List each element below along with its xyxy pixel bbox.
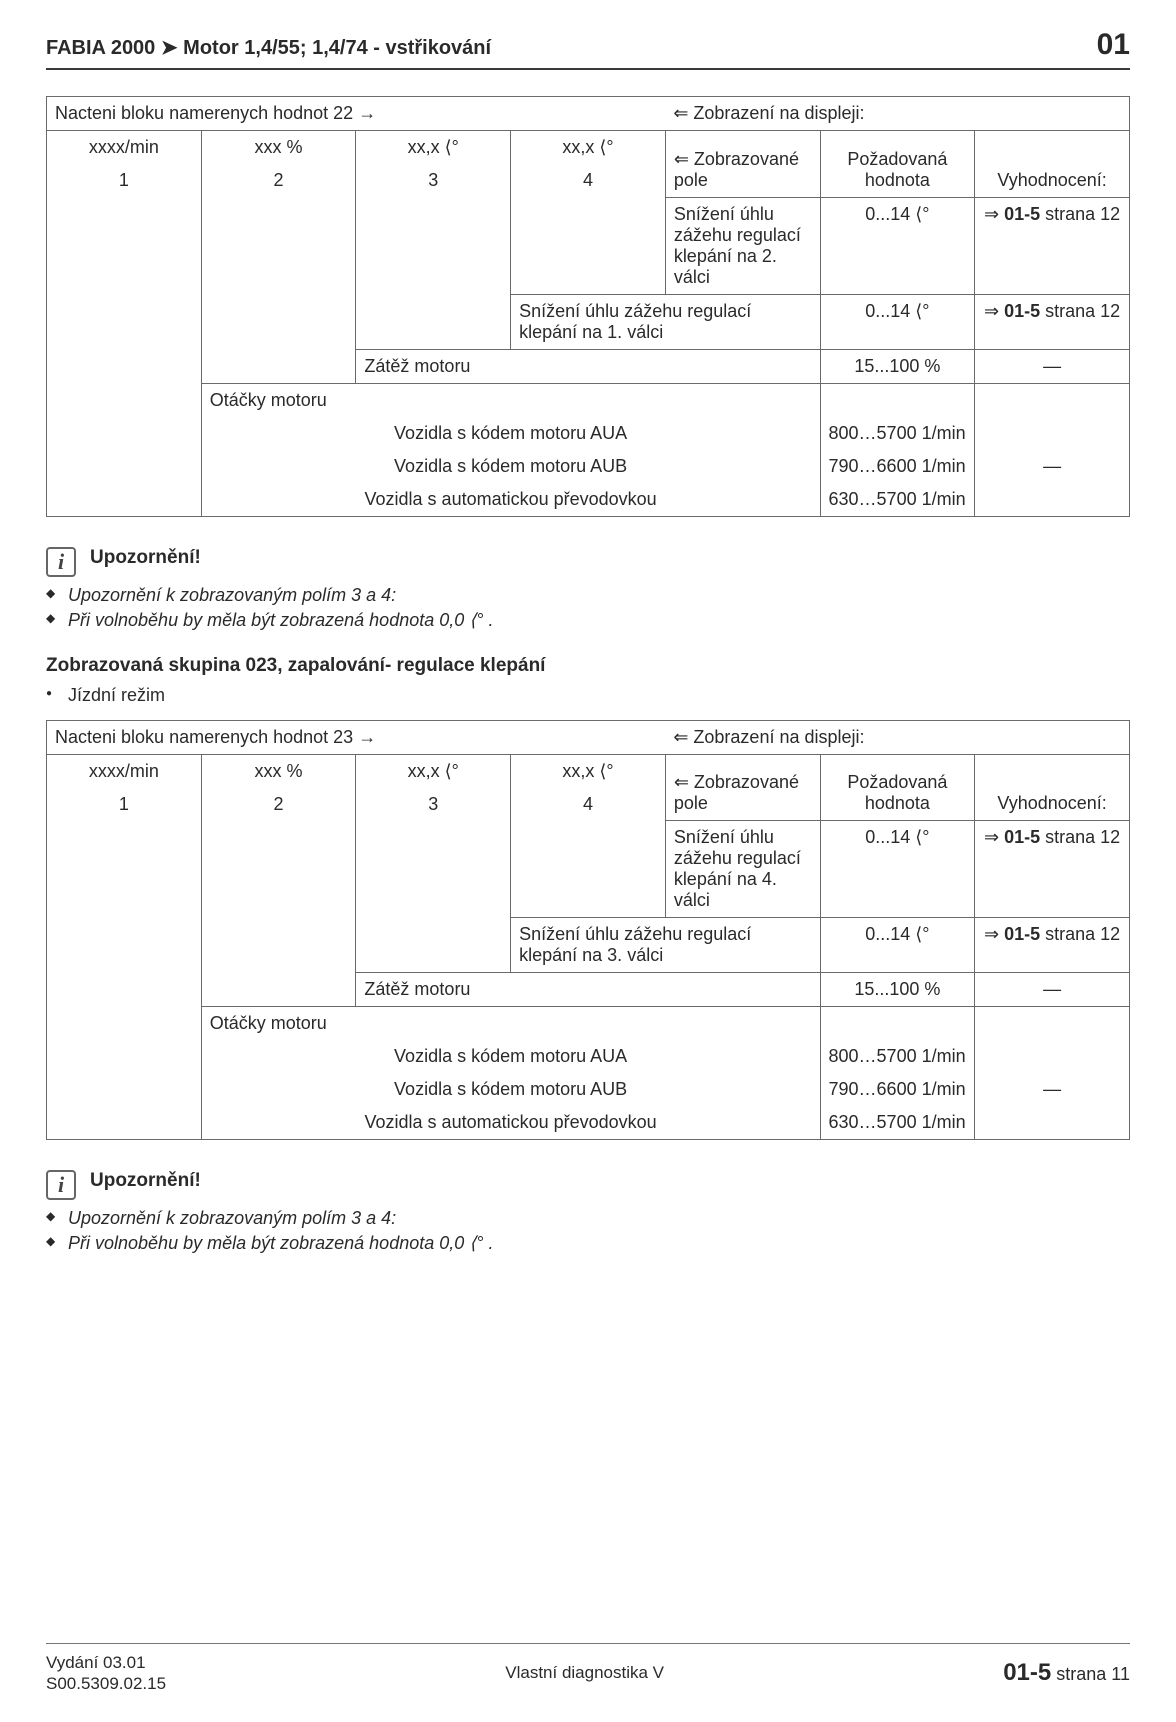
note-item-1: Upozornění k zobrazovaným polím 3 a 4: [46, 585, 1130, 606]
row-cyl4-val: 0...14 ⟨° [820, 821, 975, 918]
row-cyl3-ref-bold: 01-5 [1004, 924, 1040, 944]
col-hdr-field: Zobrazované pole [674, 149, 799, 190]
row-aua-desc: Vozidla s kódem motoru AUA [201, 417, 820, 450]
num-col-1: 1 [47, 164, 202, 197]
row-cyl2-ref-bold: 01-5 [1004, 204, 1040, 224]
unit-col-2: xxx % [201, 131, 356, 165]
row-cyl1-desc-text: Snížení úhlu zážehu regulací klepání na … [519, 301, 751, 342]
footer-page: strana 11 [1056, 1664, 1130, 1684]
row-cyl1-ref-bold: 01-5 [1004, 301, 1040, 321]
num-col-3: 3 [356, 164, 511, 197]
section-number: 01 [1097, 28, 1130, 62]
footer-edition: Vydání 03.01 [46, 1652, 166, 1673]
block-title-22: Nacteni bloku namerenych hodnot 22 [55, 103, 376, 123]
num-col-3b: 3 [356, 788, 511, 821]
num-col-4b: 4 [511, 788, 666, 821]
unit-col-1b: xxxx/min [47, 754, 202, 788]
row-aub-desc-b: Vozidla s kódem motoru AUB [201, 1073, 820, 1106]
unit-col-4b: xx,x ⟨° [511, 754, 666, 788]
row-rpm-label: Otáčky motoru [201, 383, 820, 417]
row-auto-desc: Vozidla s automatickou převodovkou [201, 483, 820, 517]
unit-col-2b: xxx % [201, 754, 356, 788]
row-load-eval-b: — [975, 973, 1130, 1007]
row-cyl2-desc: Snížení úhlu záže­hu regulací klepání na… [665, 197, 820, 294]
diag-table-22: Nacteni bloku namerenych hodnot 22 Zobra… [46, 96, 1130, 517]
unit-col-4: xx,x ⟨° [511, 131, 666, 165]
row-rpm-label-b: Otáčky motoru [201, 1007, 820, 1041]
col-hdr-req: Požadovaná hodnota [847, 149, 947, 190]
row-cyl4-ref: strana 12 [1045, 827, 1120, 847]
diag-table-23: Nacteni bloku namerenych hodnot 23 Zobra… [46, 720, 1130, 1141]
group-023-mode-list: Jízdní režim [46, 685, 1130, 706]
row-load-desc-b: Zátěž motoru [356, 973, 820, 1007]
num-col-2b: 2 [201, 788, 356, 821]
row-cyl2-val: 0...14 ⟨° [820, 197, 975, 294]
row-cyl4-desc: Snížení úhlu zážehu regulací klepání na … [665, 821, 820, 918]
unit-col-3b: xx,x ⟨° [356, 754, 511, 788]
unit-col-3: xx,x ⟨° [356, 131, 511, 165]
note-list-1: Upozornění k zobrazovaným polím 3 a 4: P… [46, 585, 1130, 631]
note-title: Upozornění! [90, 547, 201, 569]
row-aub-val-b: 790…6600 1/min [820, 1073, 975, 1106]
doc-title: FABIA 2000 ➤ Motor 1,4/55; 1,4/74 - vstř… [46, 35, 491, 60]
col-hdr-eval-b: Vyhodnocení: [997, 793, 1106, 813]
display-title-23: Zobrazení na displeji: [673, 727, 864, 747]
row-aub-desc: Vozidla s kódem motoru AUB [201, 450, 820, 483]
row-aub-val: 790…6600 1/min [820, 450, 975, 483]
unit-col-1: xxxx/min [47, 131, 202, 165]
row-load-val: 15...100 % [820, 349, 975, 383]
num-col-4: 4 [511, 164, 666, 197]
row-cyl1-desc: Snížení úhlu zážehu regulací klepání na … [511, 294, 820, 349]
row-auto-val: 630…5700 1/min [820, 483, 975, 517]
col-hdr-req-b: Požadovaná hodnota [847, 772, 947, 813]
note-title-2: Upozornění! [90, 1170, 201, 1192]
row-aua-val-b: 800…5700 1/min [820, 1040, 975, 1073]
note-item-2b: Při volnoběhu by měla být zobrazená hodn… [46, 1233, 1130, 1254]
page-header: FABIA 2000 ➤ Motor 1,4/55; 1,4/74 - vstř… [46, 28, 1130, 70]
row-cyl2-ref: strana 12 [1045, 204, 1120, 224]
footer-code: S00.5309.02.15 [46, 1673, 166, 1694]
note-item-2: Při volnoběhu by měla být zobrazená hodn… [46, 610, 1130, 631]
row-aua-desc-b: Vozidla s kódem motoru AUA [201, 1040, 820, 1073]
row-cyl1-ref: strana 12 [1045, 301, 1120, 321]
display-title-22: Zobrazení na displeji: [673, 103, 864, 123]
row-aub-eval-b: — [975, 1073, 1130, 1106]
note-item-1b: Upozornění k zobrazovaným polím 3 a 4: [46, 1208, 1130, 1229]
row-load-eval: — [975, 349, 1130, 383]
row-auto-desc-b: Vozidla s automatickou převodovkou [201, 1106, 820, 1140]
row-cyl1-val: 0...14 ⟨° [820, 294, 975, 349]
col-hdr-field-b: Zobrazované pole [674, 772, 799, 813]
group-023-heading: Zobrazovaná skupina 023, zapalování- reg… [46, 655, 1130, 677]
num-col-2: 2 [201, 164, 356, 197]
footer-section: 01-5 [1003, 1659, 1051, 1686]
row-cyl4-ref-bold: 01-5 [1004, 827, 1040, 847]
block-title-23: Nacteni bloku namerenych hodnot 23 [55, 727, 376, 747]
num-col-1b: 1 [47, 788, 202, 821]
row-aub-eval: — [975, 450, 1130, 483]
info-icon: i [46, 547, 76, 577]
group-023-mode: Jízdní režim [46, 685, 1130, 706]
row-load-val-b: 15...100 % [820, 973, 975, 1007]
note-list-2: Upozornění k zobrazovaným polím 3 a 4: P… [46, 1208, 1130, 1254]
note-block-1: i Upozornění! [46, 547, 1130, 577]
col-hdr-eval: Vyhodnocení: [997, 170, 1106, 190]
page-footer: Vydání 03.01 S00.5309.02.15 Vlastní diag… [46, 1643, 1130, 1695]
note-block-2: i Upozornění! [46, 1170, 1130, 1200]
row-cyl3-desc: Snížení úhlu zážehu regulací klepání na … [519, 924, 751, 965]
row-load-desc: Zátěž motoru [356, 349, 820, 383]
footer-center: Vlastní diagnostika V [505, 1663, 664, 1683]
info-icon: i [46, 1170, 76, 1200]
row-cyl3-val: 0...14 ⟨° [820, 918, 975, 973]
row-auto-val-b: 630…5700 1/min [820, 1106, 975, 1140]
row-cyl3-ref: strana 12 [1045, 924, 1120, 944]
row-aua-val: 800…5700 1/min [820, 417, 975, 450]
